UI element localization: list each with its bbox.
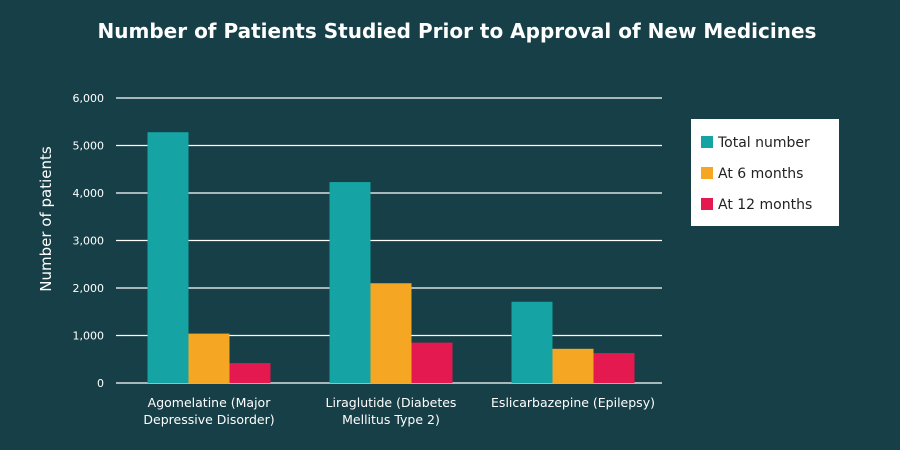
bar: [370, 283, 412, 383]
y-tick-label: 3,000: [73, 235, 105, 248]
category-label: Eslicarbazepine (Epilepsy): [491, 395, 655, 410]
bars: [147, 132, 635, 383]
bar: [147, 132, 189, 383]
legend-swatch: [701, 136, 713, 148]
y-tick-label: 5,000: [73, 140, 105, 153]
bar: [188, 333, 230, 383]
bar: [411, 342, 453, 383]
bar: [552, 348, 594, 383]
legend-entry: At 6 months: [718, 166, 803, 182]
y-tick-labels: 0 1,000 2,000 3,000 4,000 5,000 6,000: [73, 92, 105, 390]
chart-title: Number of Patients Studied Prior to Appr…: [98, 19, 817, 43]
bar: [511, 301, 553, 383]
y-axis-label: Number of patients: [37, 146, 55, 292]
bar: [329, 182, 371, 383]
y-tick-label: 6,000: [73, 92, 105, 105]
category-label: Liraglutide (Diabetes Mellitus Type 2): [326, 395, 457, 427]
bar: [229, 363, 271, 383]
category-labels: Agomelatine (Major Depressive Disorder) Li…: [143, 395, 655, 427]
y-tick-label: 1,000: [73, 330, 105, 343]
category-label: Agomelatine (Major Depressive Disorder): [143, 395, 274, 427]
legend: Total number At 6 months At 12 months: [691, 119, 839, 226]
y-tick-label: 2,000: [73, 282, 105, 295]
legend-swatch: [701, 167, 713, 179]
legend-box: [691, 119, 839, 226]
legend-entry: Total number: [717, 135, 810, 151]
bar: [593, 353, 635, 383]
legend-swatch: [701, 198, 713, 210]
y-tick-label: 0: [97, 377, 104, 390]
y-tick-label: 4,000: [73, 187, 105, 200]
legend-entry: At 12 months: [718, 197, 812, 213]
